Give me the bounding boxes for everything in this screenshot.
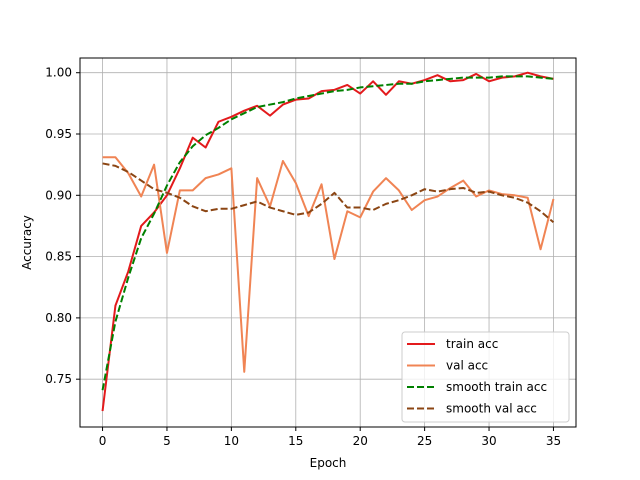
train-acc-line [101,71,554,412]
legend: train acc val acc smooth train acc smooth v… [401,331,570,423]
y-tick-label: 0.75 [45,372,72,386]
x-tick-label: 5 [163,434,171,448]
series-lines [101,71,555,412]
y-tick-label: 0.80 [45,311,72,325]
legend-label: smooth val acc [446,402,537,416]
y-tick-label: 0.90 [45,188,72,202]
axis-ticks: 0 5 10 15 20 25 30 35 0.75 0.80 0.85 0.90 0.95 1.00 [45,66,561,448]
legend-label: val acc [446,359,488,373]
x-tick-label: 25 [417,434,432,448]
y-tick-label: 0.95 [45,127,72,141]
y-axis-label: Accuracy [20,215,34,270]
x-tick-label: 20 [353,434,368,448]
x-tick-label: 30 [481,434,496,448]
axes-frame [79,57,577,428]
y-tick-label: 0.85 [45,250,72,264]
y-tick-label: 1.00 [45,66,72,80]
x-tick-label: 0 [99,434,107,448]
smooth-val-acc-line [102,162,555,224]
smooth-train-acc-line [101,75,554,391]
x-tick-label: 15 [288,434,303,448]
legend-label: train acc [446,337,498,351]
x-axis-label: Epoch [310,456,347,470]
x-tick-label: 10 [224,434,239,448]
legend-label: smooth train acc [446,380,547,394]
x-tick-label: 35 [546,434,561,448]
val-acc-line [102,156,555,373]
legend-box [401,331,570,423]
